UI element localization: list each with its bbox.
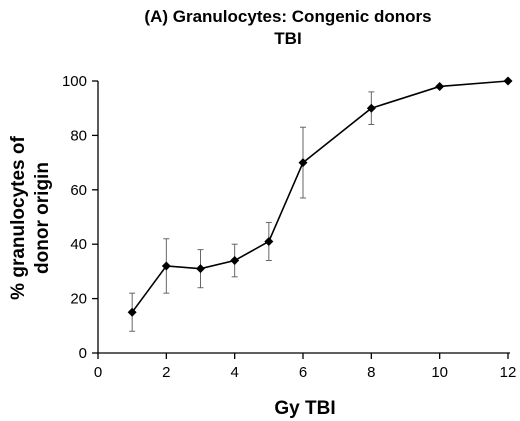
y-tick-label: 20 [70,291,87,308]
y-tick-label: 60 [70,182,87,199]
y-tick-label: 100 [62,73,87,90]
x-axis-label: Gy TBI [274,398,335,419]
data-point [161,261,171,271]
data-point [366,103,376,113]
x-tick-label: 8 [367,364,375,381]
series-line [131,80,509,313]
ticks-group: 0 2 4 6 8 10 12 0 20 40 60 80 100 [62,73,516,381]
x-tick-label: 4 [230,364,238,381]
x-tick-label: 10 [431,364,448,381]
y-tick-label: 80 [70,127,87,144]
y-axis-label-line-2: donor origin [32,162,53,274]
x-tick-label: 0 [94,364,102,381]
data-point [127,307,137,317]
chart-title-line-2: TBI [274,29,301,48]
x-tick-label: 12 [500,364,517,381]
data-point [196,264,205,274]
x-tick-label: 2 [162,364,170,381]
data-point [435,81,445,91]
y-axis-label-line-1: % granulocytes of [8,136,29,300]
series-group [127,76,513,332]
y-tick-label: 40 [70,236,87,253]
data-point [298,158,308,168]
x-tick-label: 6 [299,364,307,381]
y-tick-label: 0 [79,345,87,362]
data-point [230,256,240,266]
chart-title-line-1: (A) Granulocytes: Congenic donors [144,7,431,26]
data-point [503,76,513,86]
data-point [264,236,274,246]
